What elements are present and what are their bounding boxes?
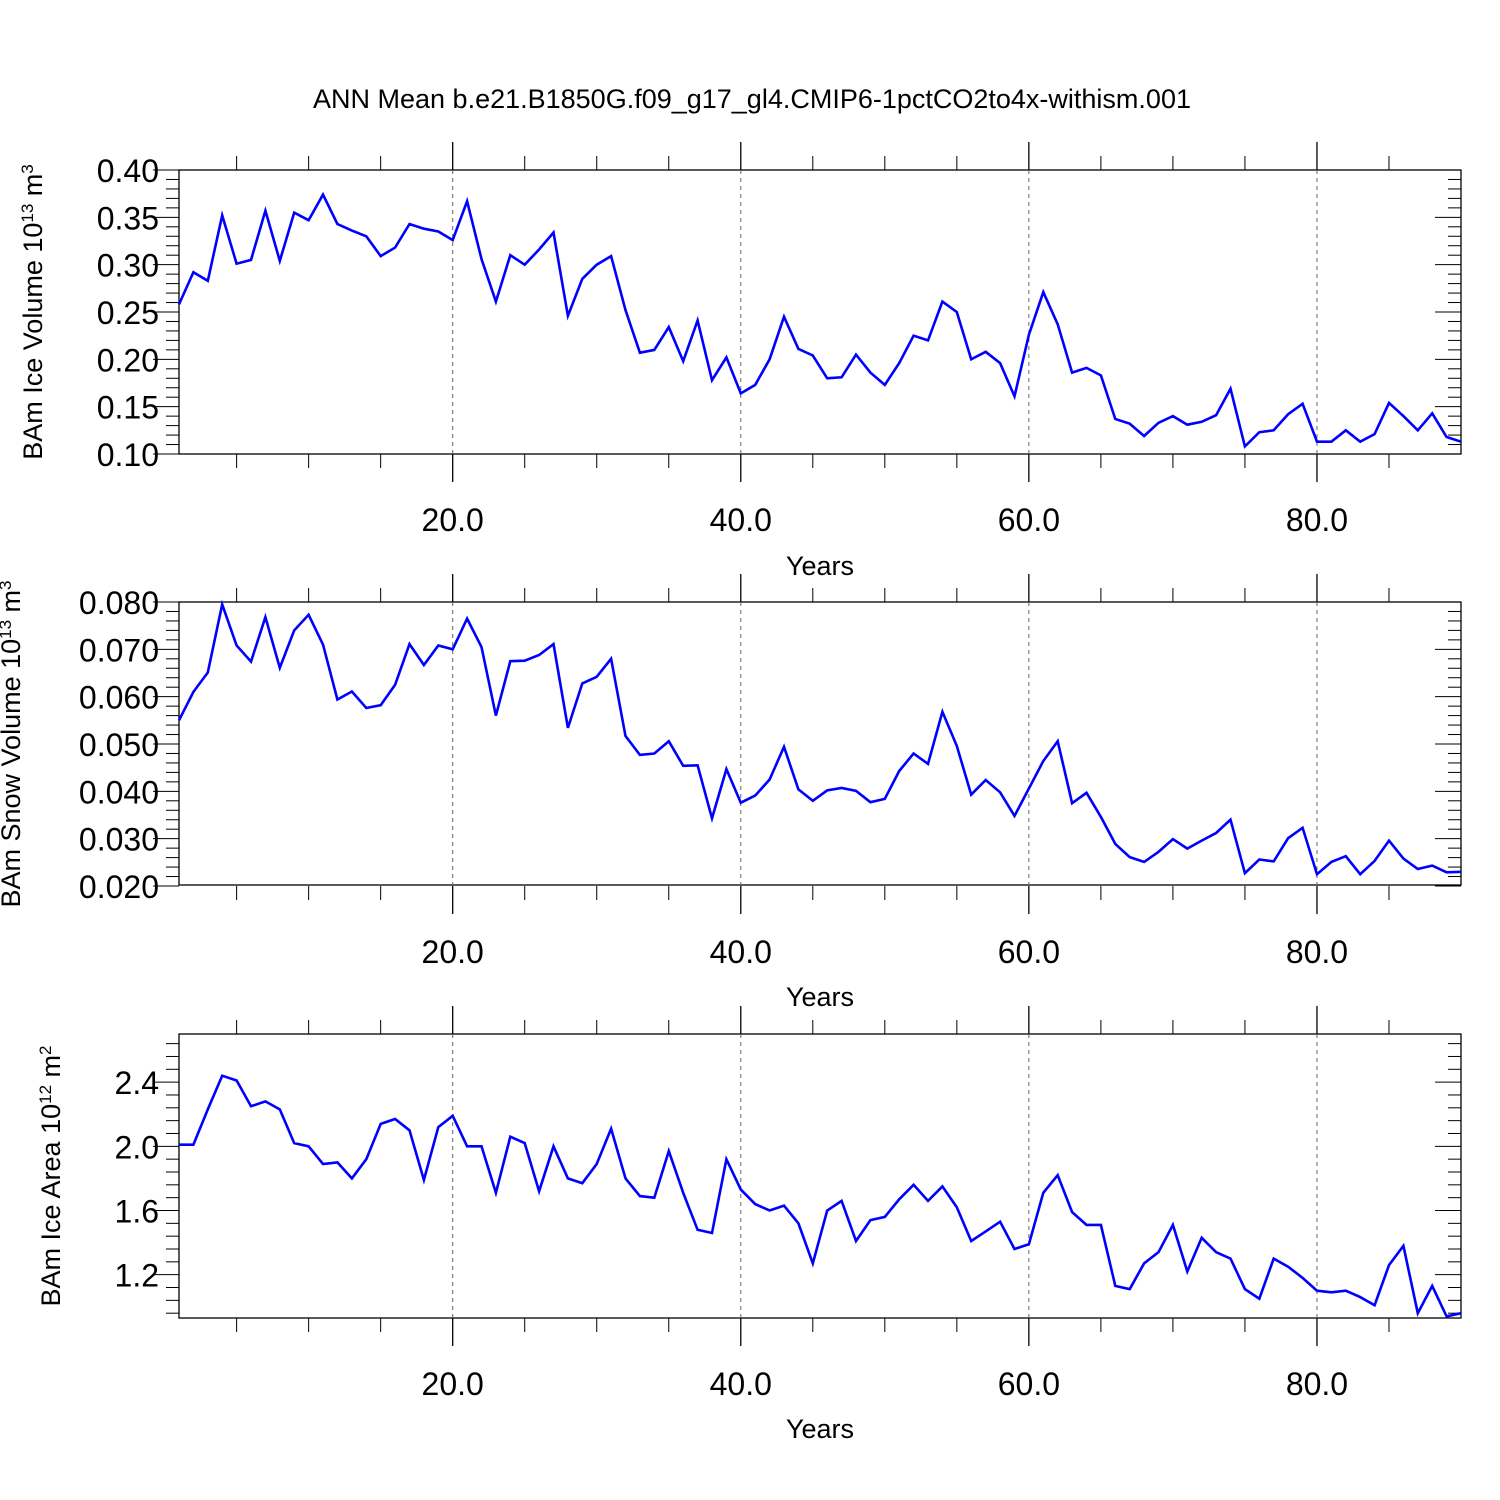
y-tick-label: 0.040 — [79, 774, 159, 810]
x-tick-label: 40.0 — [710, 1366, 772, 1402]
y-label-superscript: 3 — [0, 580, 15, 589]
x-tick-label: 60.0 — [998, 934, 1060, 970]
y-label-superscript: 13 — [0, 620, 15, 639]
y-tick-label: 0.25 — [97, 295, 159, 331]
panel-ice-volume: 20.0 40.0 60.0 80.0 0.10 0.15 0.20 0.25 0.30 0.3… — [18, 142, 1462, 581]
y-tick-label: 1.6 — [115, 1193, 159, 1229]
x-tick-label: 20.0 — [422, 502, 484, 538]
x-tick-label: 40.0 — [710, 934, 772, 970]
y-label-text: m — [36, 1055, 66, 1085]
x-tick-labels: 20.0 40.0 60.0 80.0 — [422, 1366, 1349, 1402]
y-tick-label: 1.2 — [115, 1258, 159, 1294]
y-tick-labels: 0.10 0.15 0.20 0.25 0.30 0.35 0.40 — [97, 153, 159, 473]
y-tick-label: 2.4 — [115, 1065, 159, 1101]
y-tick-label: 0.070 — [79, 632, 159, 668]
x-minor-ticks — [236, 156, 1390, 468]
plot-frame — [178, 601, 1462, 886]
x-tick-label: 20.0 — [422, 934, 484, 970]
panel-snow-volume: 20.0 40.0 60.0 80.0 0.0200.0300.0400.0500.0… — [0, 574, 1462, 1012]
y-tick-label: 0.30 — [97, 248, 159, 284]
x-minor-ticks — [236, 1020, 1390, 1332]
x-tick-label: 60.0 — [998, 1366, 1060, 1402]
x-tick-labels: 20.0 40.0 60.0 80.0 — [422, 934, 1349, 970]
y-tick-labels: 1.2 1.6 2.0 2.4 — [115, 1065, 159, 1294]
y-axis-label: BAm Ice Area 1012 m2 — [36, 1046, 67, 1307]
plot-frame — [178, 169, 1462, 455]
x-tick-labels: 20.0 40.0 60.0 80.0 — [422, 502, 1349, 538]
y-label-text: BAm Snow Volume 10 — [0, 639, 26, 908]
x-tick-label: 40.0 — [710, 502, 772, 538]
x-tick-label: 80.0 — [1286, 934, 1348, 970]
figure-title: ANN Mean b.e21.B1850G.f09_g17_gl4.CMIP6-… — [313, 84, 1191, 114]
x-axis-label: Years — [786, 551, 854, 581]
series-line — [177, 599, 1462, 877]
y-tick-label: 0.20 — [97, 342, 159, 378]
y-tick-label: 0.40 — [97, 153, 159, 189]
y-tick-label: 0.10 — [97, 437, 159, 473]
y-label-text: m — [0, 590, 26, 620]
x-tick-label: 20.0 — [422, 1366, 484, 1402]
y-label-text: BAm Ice Area 10 — [36, 1104, 66, 1307]
x-axis-label: Years — [786, 1414, 854, 1444]
y-tick-label: 0.15 — [97, 390, 159, 426]
y-label-superscript: 13 — [18, 204, 37, 223]
y-tick-label: 0.030 — [79, 822, 159, 858]
x-tick-label: 60.0 — [998, 502, 1060, 538]
x-gridlines — [452, 142, 1318, 482]
x-axis-label: Years — [786, 982, 854, 1012]
series-line — [177, 191, 1462, 449]
panel-ice-area: 20.0 40.0 60.0 80.0 1.2 1.6 2.0 2.4 Years BAm … — [36, 1006, 1462, 1444]
y-ticks — [153, 1043, 1461, 1314]
y-tick-label: 0.35 — [97, 200, 159, 236]
y-label-text: m — [18, 174, 48, 204]
y-label-superscript: 3 — [18, 164, 37, 173]
y-label-superscript: 12 — [36, 1085, 55, 1104]
plot-frame — [178, 1033, 1462, 1319]
y-label-text: BAm Ice Volume 10 — [18, 223, 48, 460]
series-line — [179, 1074, 1462, 1318]
x-tick-label: 80.0 — [1286, 502, 1348, 538]
y-axis-label: BAm Ice Volume 1013 m3 — [18, 164, 49, 460]
y-tick-label: 0.080 — [79, 585, 159, 621]
y-tick-label: 0.020 — [79, 869, 159, 905]
y-ticks — [153, 601, 1461, 887]
y-tick-label: 2.0 — [115, 1129, 159, 1165]
y-axis-label: BAm Snow Volume 1013 m3 — [0, 580, 26, 907]
y-ticks — [153, 169, 1461, 455]
x-gridlines — [452, 574, 1318, 914]
x-tick-label: 80.0 — [1286, 1366, 1348, 1402]
y-label-superscript: 2 — [36, 1046, 55, 1055]
x-gridlines — [452, 1006, 1318, 1346]
y-tick-label: 0.050 — [79, 727, 159, 763]
y-tick-labels: 0.020 0.030 0.040 0.050 0.060 0.070 0.080 — [79, 585, 159, 905]
y-tick-label: 0.060 — [79, 680, 159, 716]
x-minor-ticks — [236, 588, 1390, 900]
